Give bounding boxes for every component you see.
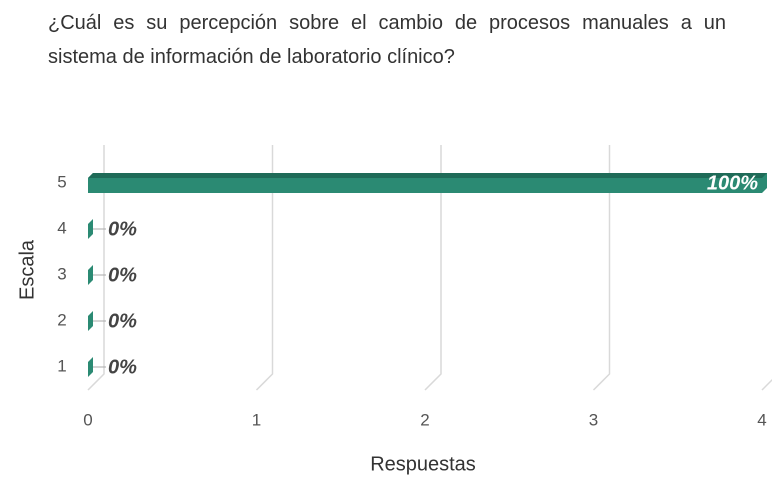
y-tick-label: 1 <box>57 356 66 375</box>
x-axis-title: Respuestas <box>370 453 476 475</box>
grid-line <box>424 145 442 391</box>
grid-line <box>87 145 105 391</box>
x-tick-label: 4 <box>757 410 766 429</box>
chart-title: ¿Cuál es su percepción sobre el cambio d… <box>48 12 726 68</box>
data-label: 0% <box>108 218 137 240</box>
data-label: 0% <box>108 264 137 286</box>
y-axis-title: Escala <box>16 239 38 300</box>
grid-line <box>255 145 274 391</box>
data-label: 0% <box>108 310 137 332</box>
y-tick-label: 3 <box>57 264 66 283</box>
y-tick-label: 4 <box>57 218 66 237</box>
x-tick-label: 3 <box>589 410 598 429</box>
data-label: 100% <box>707 172 758 194</box>
y-tick-label: 5 <box>57 172 66 191</box>
x-tick-label: 0 <box>83 410 92 429</box>
bar <box>88 219 93 239</box>
grid-line <box>761 378 772 391</box>
bar <box>88 357 93 377</box>
y-tick-label: 2 <box>57 310 66 329</box>
data-label: 0% <box>108 356 137 378</box>
x-tick-label: 1 <box>252 410 261 429</box>
bar-top <box>88 173 767 178</box>
x-tick-label: 2 <box>420 410 429 429</box>
bar <box>88 265 93 285</box>
grid-line <box>592 145 611 391</box>
bar <box>88 311 93 331</box>
